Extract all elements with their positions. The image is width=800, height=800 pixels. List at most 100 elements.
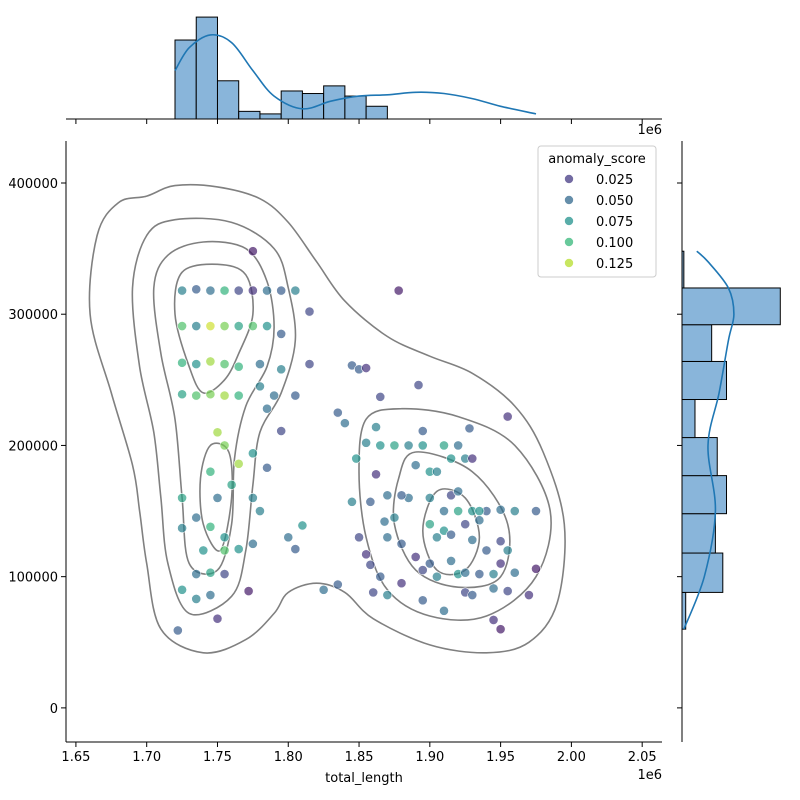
scatter-point [365,496,376,507]
scatter-point [177,357,187,368]
scatter-point [205,321,216,331]
scatter-point [205,590,216,600]
legend-marker [564,174,574,184]
scatter-point [417,565,428,575]
scatter-point [191,390,202,401]
top-hist-bar [259,113,282,120]
scatter-point [396,578,407,589]
scatter-point [332,579,343,590]
scatter-point [495,624,506,635]
scatter-point [488,569,499,579]
scatter-point [247,321,258,331]
scatter-point [410,460,421,471]
scatter-point [177,321,187,331]
scatter-point [403,440,414,451]
scatter-point [233,390,244,401]
kde-contours [88,183,566,654]
y-tick-label: 300000 [8,308,58,323]
x-tick-label: 1.75 [203,750,232,765]
scatter-point [375,391,386,402]
scatter-point [375,571,386,582]
scatter-point [255,381,265,392]
y-tick-label: 400000 [8,177,58,192]
top-marginal-histogram [66,16,662,120]
scatter-point [318,584,329,595]
x-axis-title: total_length [325,771,403,786]
scatter-point [262,285,272,296]
legend-label: 0.125 [596,257,633,272]
scatter-point [191,321,202,331]
legend-entries: 0.025 0.050 0.075 0.100 0.125 [564,173,633,272]
scatter-point [205,389,216,400]
scatter-point [453,486,464,497]
right-hist-bar [681,324,713,362]
scatter-point [389,512,400,523]
top-kde-line [174,33,537,115]
scatter-point [233,544,244,555]
contour-right-outer [358,407,552,621]
right-hist-bar [681,475,728,515]
right-hist-bar [681,552,724,593]
scatter-point [439,440,449,451]
scatter-point [191,512,202,523]
top-hist-bar [365,105,388,120]
scatter-point [354,532,364,543]
contour-mid [131,217,297,616]
scatter-point [467,535,478,545]
scatter-point [243,586,254,596]
scatter-point [226,479,237,490]
scatter-point [233,285,244,296]
scatter-point [247,538,258,549]
scatter-point [524,590,534,600]
legend-label: 0.025 [596,173,633,188]
scatter-point [233,361,244,372]
x-tick-label: 1.95 [486,750,515,765]
right-hist-bar [681,437,718,477]
scatter-point [432,466,442,477]
scatter-point [177,285,187,296]
scatter-point [446,556,456,566]
legend-title: anomaly_score [548,152,646,167]
y-tick-label: 0 [50,702,58,717]
scatter-point [219,545,230,556]
x-tick-label: 1.70 [132,750,161,765]
scatter-point [205,466,216,477]
scatter-point [531,563,541,574]
scatter-point [262,321,272,331]
x-tick-label: 1.85 [345,750,374,765]
scatter-point [368,587,379,598]
scatter-point [382,590,393,600]
scatter-point [304,306,315,317]
scatter-point [509,567,520,578]
contour-right-inner [392,451,511,589]
x-offset-label: 1e6 [637,768,662,783]
main-scatter-plot: 1.65 1.70 1.75 1.80 1.85 1.90 1.95 2.00 2.05 0 10… [8,119,682,786]
right-hist-bar [681,399,696,439]
scatter-point [495,504,506,515]
scatter-point [467,590,478,600]
scatter-point [371,469,381,480]
scatter-point [339,418,350,429]
x-axis-ticks: 1.65 1.70 1.75 1.80 1.85 1.90 1.95 2.00 2.05 [61,119,657,765]
scatter-point [439,605,449,616]
scatter-point [432,571,442,582]
contour-inner [152,240,275,575]
scatter-point [474,569,485,579]
scatter-point [262,462,272,473]
x-tick-label: 1.90 [415,750,444,765]
scatter-point [247,246,258,257]
scatter-point [177,493,187,503]
scatter-point [276,328,287,339]
scatter-point [417,426,428,436]
legend-label: 0.100 [596,236,633,251]
scatter-point [424,519,435,530]
scatter-point [212,427,223,438]
scatter-point [247,285,258,296]
scatter-point [205,521,216,532]
scatter-point [396,538,407,549]
y-tick-label: 200000 [8,439,58,454]
scatter-point [290,544,301,555]
scatter-point [205,356,216,367]
scatter-point [488,615,499,625]
legend-marker [564,258,574,268]
